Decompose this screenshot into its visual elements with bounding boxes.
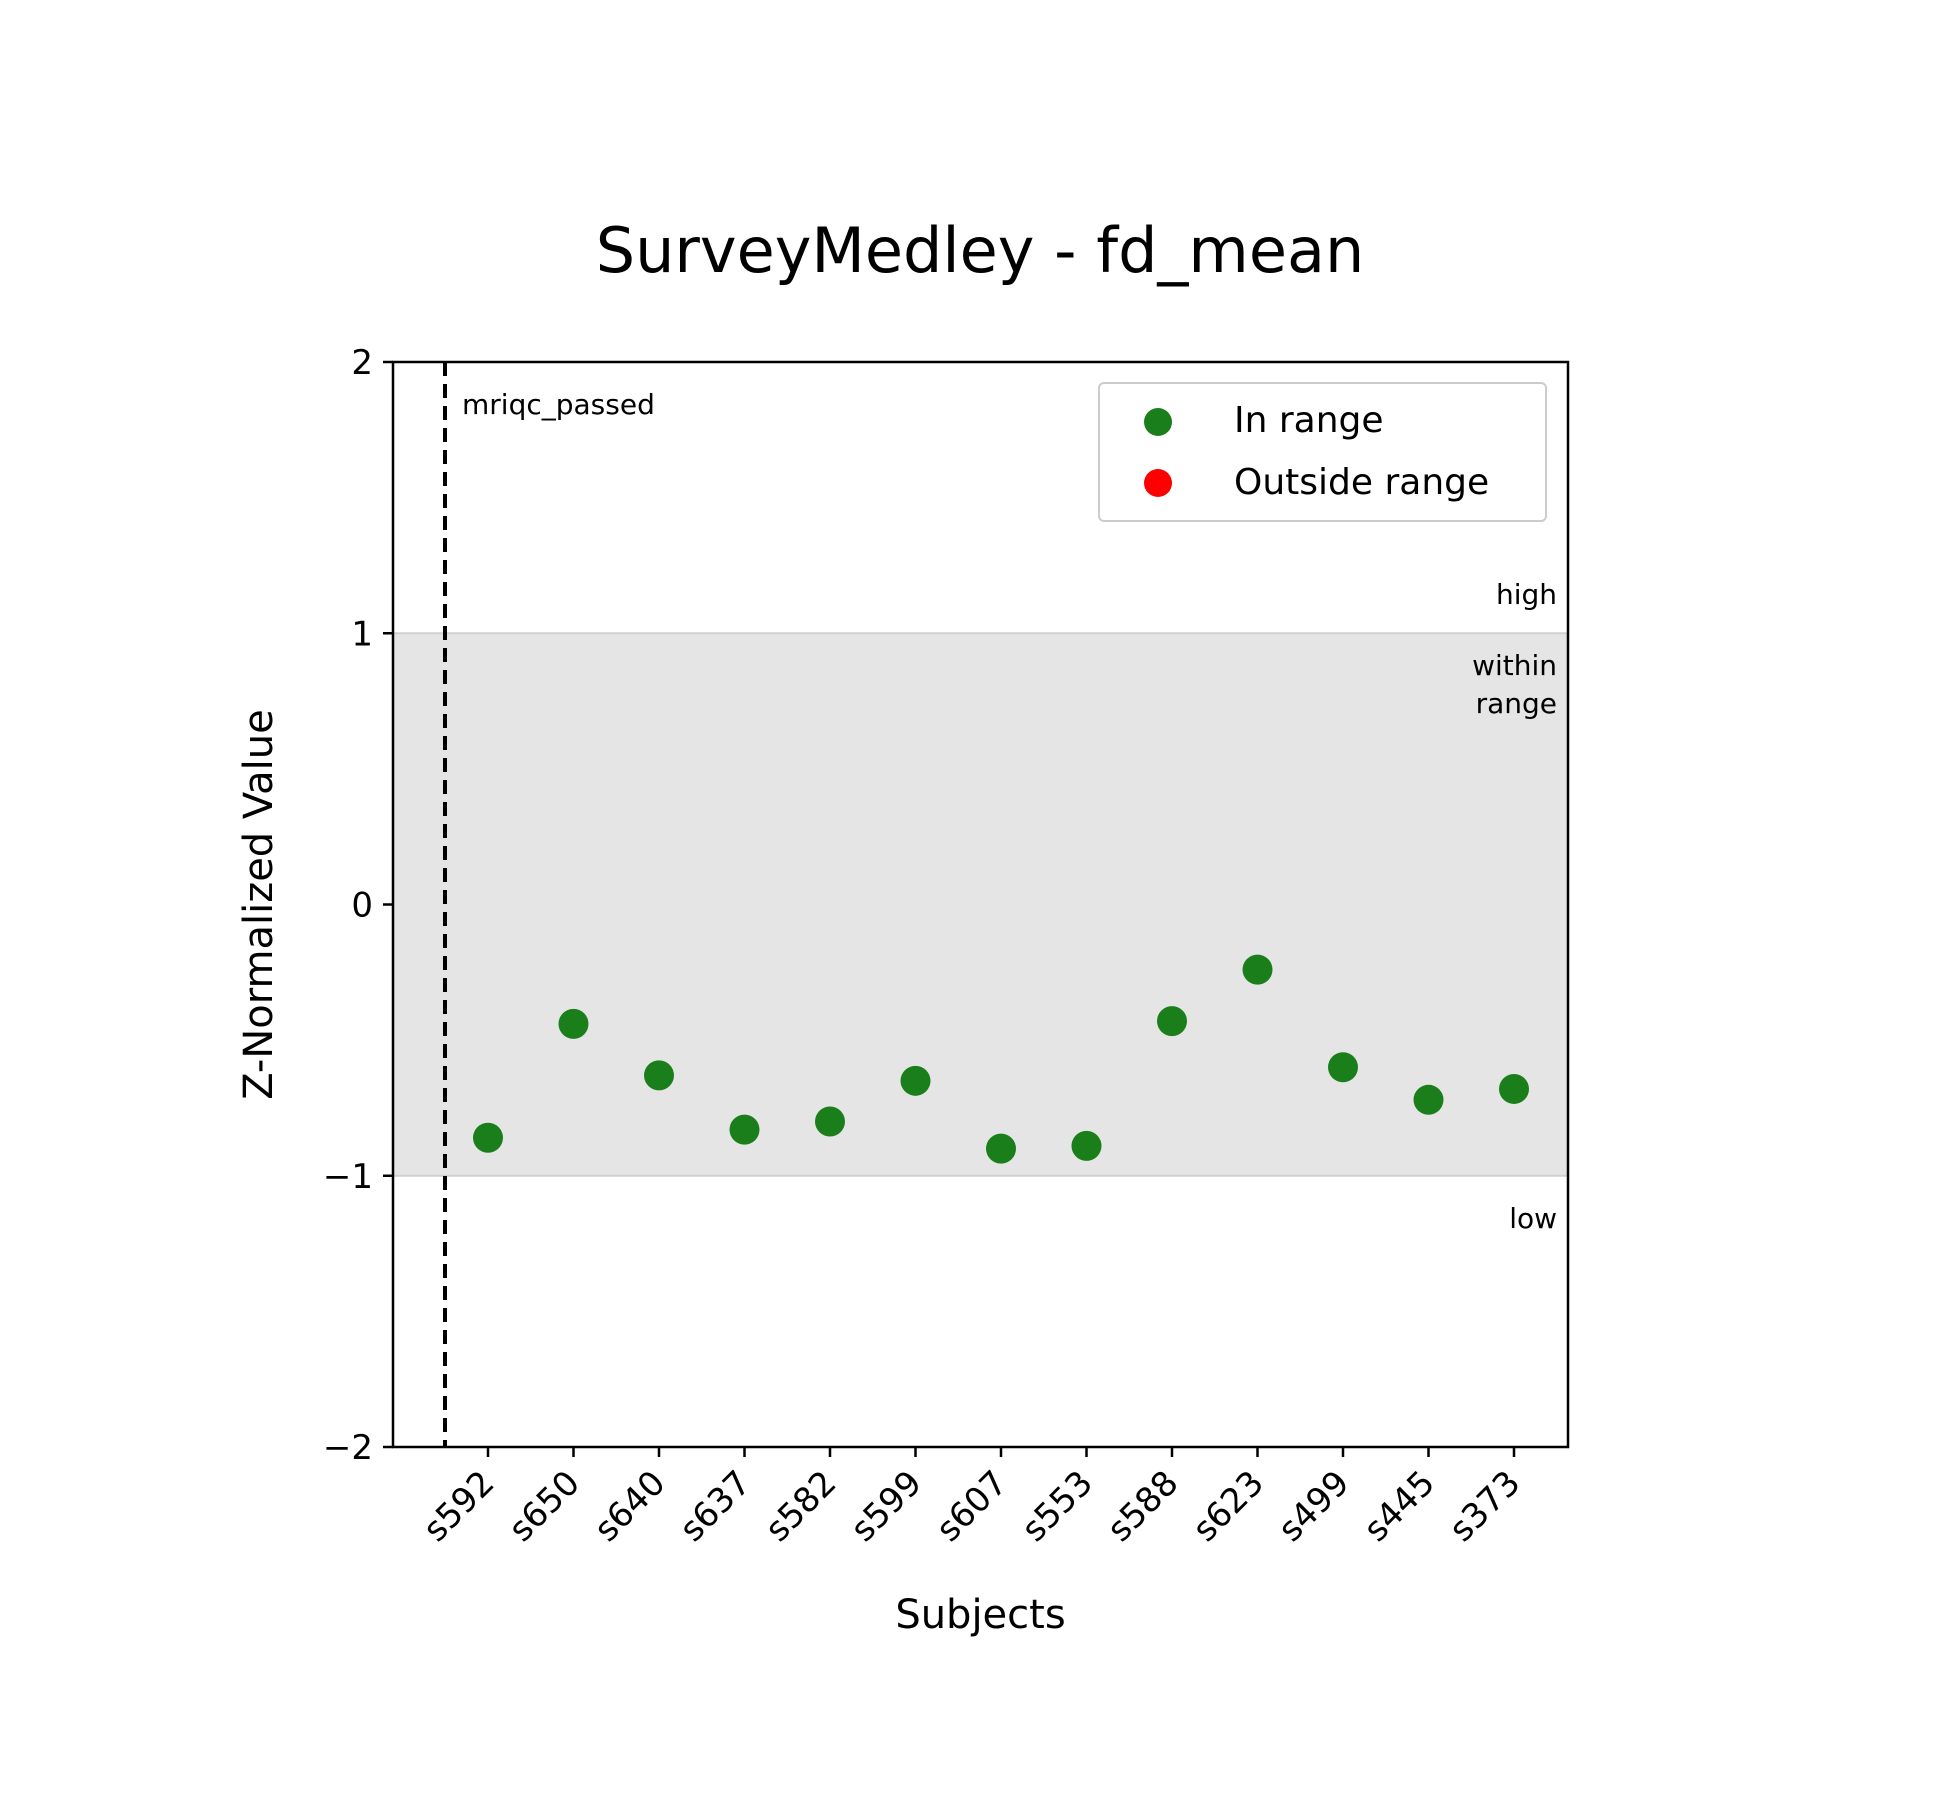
- data-point-s607: [986, 1133, 1016, 1164]
- x-tick-label: s445: [1356, 1463, 1443, 1550]
- legend-label-outside-range: Outside range: [1234, 462, 1489, 503]
- data-point-s553: [1071, 1130, 1102, 1161]
- x-tick-label: s640: [587, 1463, 674, 1550]
- x-tick-label: s607: [929, 1463, 1016, 1550]
- data-point-s640: [644, 1060, 674, 1091]
- data-point-s637: [729, 1114, 760, 1145]
- y-tick-label: 2: [351, 343, 373, 383]
- plot-area: [391, 360, 1570, 1449]
- within-range-band: [393, 633, 1568, 1176]
- data-point-s623: [1242, 954, 1273, 985]
- data-point-s592: [473, 1122, 503, 1153]
- legend-label-in-range: In range: [1234, 400, 1384, 441]
- legend-marker-outside-range: [1144, 469, 1172, 497]
- y-tick-label: 1: [351, 614, 373, 654]
- legend: In range Outside range: [1098, 382, 1547, 522]
- data-point-s599: [900, 1065, 931, 1096]
- y-tick-label: −1: [323, 1157, 373, 1197]
- data-point-s445: [1413, 1084, 1444, 1115]
- mriqc-passed-label: mriqc_passed: [462, 388, 655, 421]
- x-tick-label: s553: [1014, 1463, 1101, 1550]
- data-point-s582: [815, 1106, 845, 1137]
- x-tick-label: s373: [1442, 1463, 1529, 1550]
- x-tick-label: s599: [843, 1463, 930, 1550]
- legend-box: [1098, 382, 1547, 522]
- data-point-s588: [1157, 1006, 1187, 1037]
- x-axis: s592s650s640s637s582s599s607s553s588s623…: [416, 1447, 1529, 1550]
- y-axis-label: Z-Normalized Value: [236, 709, 282, 1100]
- x-tick-label: s637: [672, 1463, 759, 1550]
- x-axis-label: Subjects: [895, 1592, 1065, 1638]
- chart-title: SurveyMedley - fd_mean: [596, 214, 1365, 287]
- data-point-s373: [1499, 1073, 1529, 1104]
- y-axis: 2 1 0 −1 −2: [323, 343, 393, 1468]
- x-tick-label: s499: [1271, 1463, 1358, 1550]
- x-tick-label: s592: [416, 1463, 503, 1550]
- data-points: [473, 954, 1529, 1164]
- data-point-s499: [1328, 1052, 1358, 1083]
- range-label-high: high: [1496, 578, 1557, 611]
- legend-marker-in-range: [1144, 408, 1172, 436]
- range-label-low: low: [1509, 1202, 1557, 1235]
- y-tick-label: 0: [351, 886, 373, 926]
- range-label-range: range: [1476, 687, 1557, 720]
- x-tick-label: s650: [501, 1463, 588, 1550]
- range-label-within: within: [1472, 649, 1557, 682]
- y-tick-label: −2: [323, 1428, 373, 1468]
- x-tick-label: s588: [1100, 1463, 1187, 1550]
- data-point-s650: [558, 1008, 589, 1039]
- x-tick-label: s623: [1185, 1463, 1272, 1550]
- x-tick-label: s582: [758, 1463, 845, 1550]
